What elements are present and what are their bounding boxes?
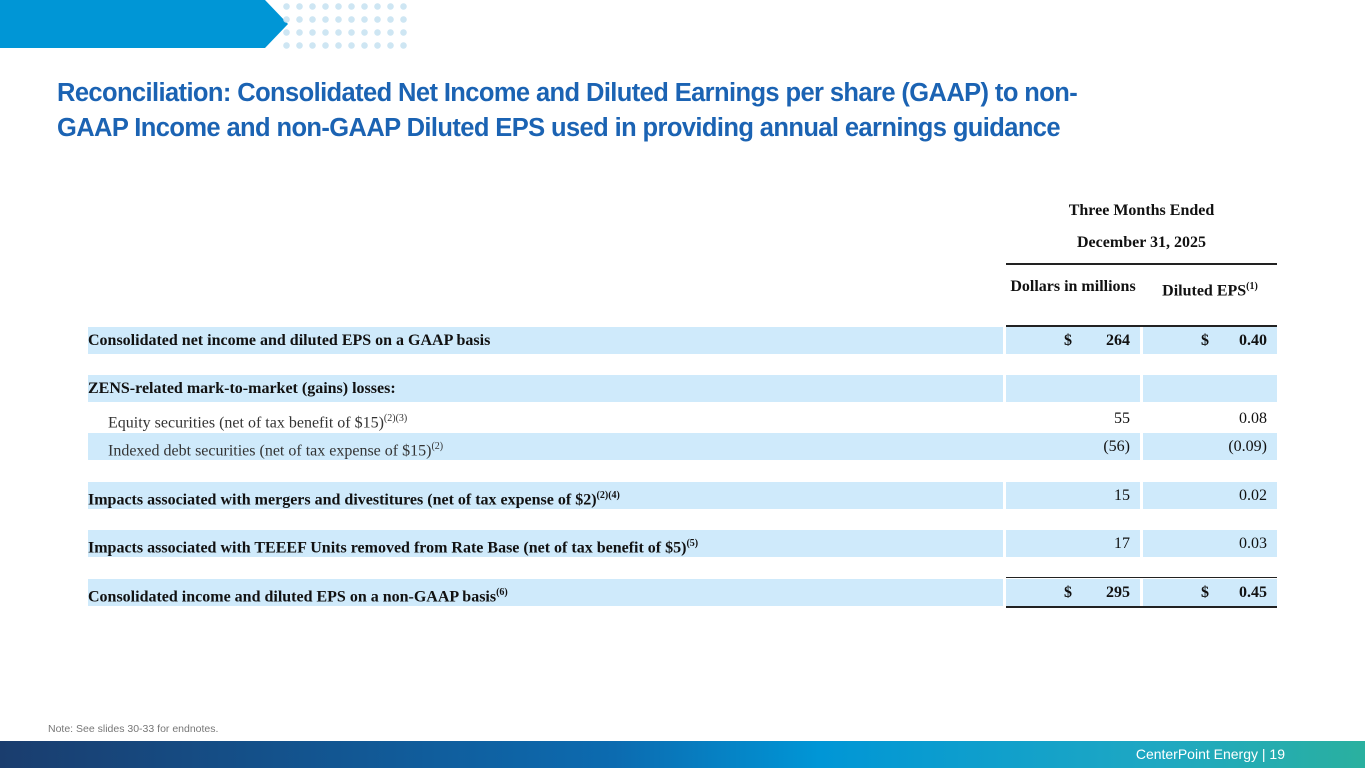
table-row-non-gaap: Consolidated income and diluted EPS on a… bbox=[88, 579, 1277, 606]
table-row-equity: Equity securities (net of tax benefit of… bbox=[108, 410, 1267, 432]
period-header-2: December 31, 2025 bbox=[1077, 234, 1206, 251]
col-header-dollars: Dollars in millions bbox=[1010, 278, 1136, 295]
table-row-gaap: Consolidated net income and diluted EPS … bbox=[88, 327, 1277, 354]
table-row-zens: ZENS-related mark-to-market (gains) loss… bbox=[88, 375, 1277, 402]
footer-bar: CenterPoint Energy | 19 bbox=[0, 741, 1365, 768]
col-header-eps: Diluted EPS(1) bbox=[1162, 281, 1258, 300]
endnote: Note: See slides 30-33 for endnotes. bbox=[48, 723, 219, 735]
table-row-mergers: Impacts associated with mergers and dive… bbox=[88, 482, 1277, 509]
header-banner bbox=[0, 0, 288, 48]
table-row-indexed-debt: Indexed debt securities (net of tax expe… bbox=[88, 433, 1277, 460]
table-row-teeef: Impacts associated with TEEEF Units remo… bbox=[88, 530, 1277, 557]
period-header-1: Three Months Ended bbox=[1068, 202, 1215, 219]
footer-label: CenterPoint Energy | 19 bbox=[1135, 746, 1285, 762]
total-underline bbox=[1006, 606, 1277, 608]
total-divider bbox=[1006, 577, 1277, 578]
header-divider bbox=[1006, 263, 1277, 265]
decorative-dots bbox=[280, 0, 410, 52]
slide-title: Reconciliation: Consolidated Net Income … bbox=[57, 79, 1078, 142]
header-divider-2 bbox=[1006, 325, 1277, 327]
